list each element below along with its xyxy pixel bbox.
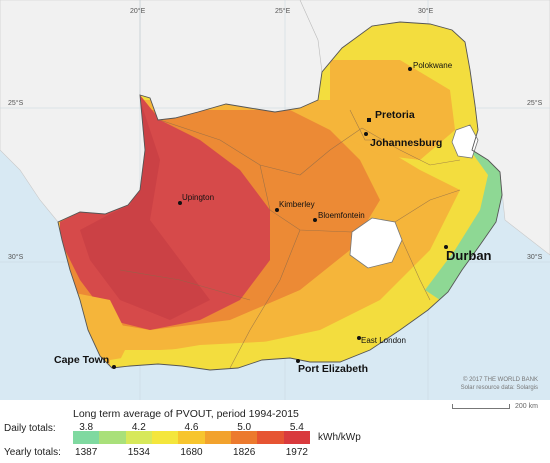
legend-swatch (283, 431, 310, 444)
city-label-upington: Upington (182, 193, 215, 202)
map-canvas (0, 0, 550, 400)
city-label-cape-town: Cape Town (54, 354, 110, 366)
city-label-port-elizabeth: Port Elizabeth (298, 363, 369, 375)
city-dot-port-elizabeth (296, 359, 300, 363)
lon-label-30: 30°E (418, 8, 434, 15)
legend-yearly-label: Yearly totals: (4, 447, 61, 458)
eswatini (451, 124, 479, 159)
legend-daily-tick: 5.0 (237, 422, 252, 433)
legend-daily-label: Daily totals: (4, 423, 56, 434)
city-label-east-london: East London (361, 336, 406, 345)
lon-label-25: 25°E (275, 8, 291, 15)
lat-label-25-left: 25°S (8, 100, 24, 107)
legend-swatch (257, 431, 284, 444)
scale-bar-label: 200 km (515, 403, 538, 410)
lat-label-30-left: 30°S (8, 254, 24, 261)
legend-color-bar (73, 431, 310, 444)
city-dot-johannesburg (364, 132, 368, 136)
legend-swatch (73, 431, 100, 444)
scale-bar (452, 404, 510, 409)
city-label-kimberley: Kimberley (279, 200, 315, 209)
city-dot-polokwane (408, 67, 412, 71)
legend-swatch (230, 431, 258, 444)
legend-daily-tick: 3.8 (79, 422, 94, 433)
city-dot-east-london (357, 336, 361, 340)
legend-daily-tick: 4.2 (131, 422, 146, 433)
city-label-bloemfontein: Bloemfontein (318, 211, 365, 220)
legend-swatch (178, 431, 205, 444)
legend-daily-tick: 4.6 (184, 422, 199, 433)
legend-title: Long term average of PVOUT, period 1994-… (73, 408, 299, 420)
credit-line-1: © 2017 THE WORLD BANK (463, 377, 538, 383)
legend-yearly-tick: 1387 (75, 447, 98, 458)
solar-map: 20°E 25°E 30°E 25°S 30°S 25°S 30°S Polok… (0, 0, 550, 400)
legend-yearly-tick: 1826 (233, 447, 256, 458)
legend-unit: kWh/kWp (318, 432, 361, 443)
city-dot-pretoria (367, 118, 371, 122)
city-dot-bloemfontein (313, 218, 317, 222)
city-dot-cape-town (112, 365, 116, 369)
lat-label-30-right: 30°S (527, 254, 543, 261)
city-label-polokwane: Polokwane (413, 61, 453, 70)
city-dot-upington (178, 201, 182, 205)
lon-label-20: 20°E (130, 8, 146, 15)
city-label-johannesburg: Johannesburg (370, 137, 443, 149)
legend-yearly-tick: 1972 (285, 447, 308, 458)
province-borders (119, 109, 461, 369)
city-dot-kimberley (275, 208, 279, 212)
credit-line-2: Solar resource data: Solargis (460, 384, 538, 391)
south-africa-outline (57, 21, 503, 371)
legend-daily-tick: 5.4 (289, 422, 304, 433)
lat-label-25-right: 25°S (527, 100, 543, 107)
legend-swatch (125, 431, 152, 444)
city-label-pretoria: Pretoria (375, 109, 415, 121)
lesotho (349, 217, 403, 269)
legend-swatch (99, 431, 126, 444)
map-credit: © 2017 THE WORLD BANK Solar resource dat… (461, 377, 538, 392)
legend-yearly-tick: 1534 (127, 447, 150, 458)
city-dot-durban (444, 245, 448, 249)
legend-swatch (204, 431, 231, 444)
city-label-durban: Durban (446, 248, 492, 263)
legend-yearly-tick: 1680 (180, 447, 203, 458)
legend-swatch (151, 431, 179, 444)
